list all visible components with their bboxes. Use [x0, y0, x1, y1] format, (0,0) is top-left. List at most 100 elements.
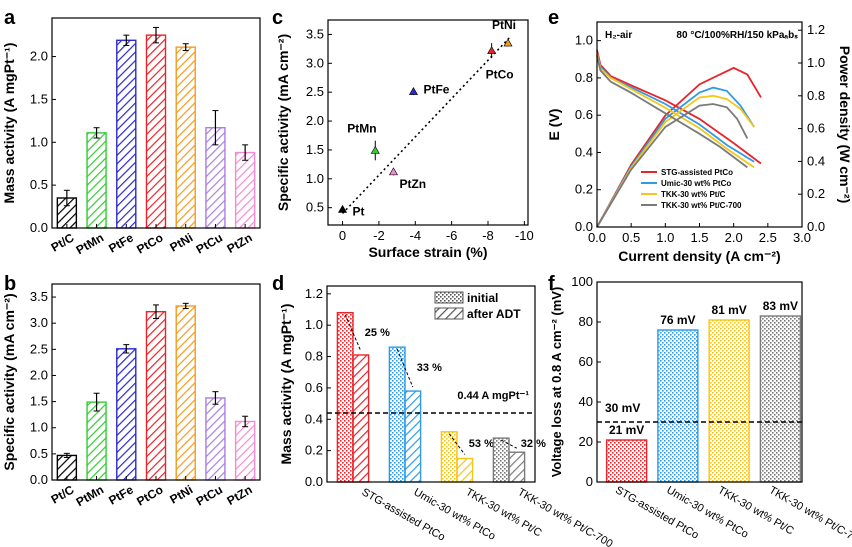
panel-f-value-label: 81 mV [711, 303, 746, 317]
panel-d-legend-swatch-initial [434, 291, 464, 304]
panel-d-frame [326, 285, 536, 483]
panel-c-y-tick-label: 0.5 [306, 200, 324, 215]
panel-c-x-tick-label: -4 [409, 228, 421, 243]
panel-f-frame [596, 281, 803, 483]
panel-a-bar [86, 132, 107, 229]
panel-d-bar-after-adt [352, 354, 370, 483]
panel-b-bar [86, 401, 107, 481]
panel-c-point-label: PtFe [423, 83, 449, 97]
panel-c-y-tick-label: 1.5 [306, 142, 324, 157]
panel-d-loss-arrow [448, 433, 466, 455]
panel-b-bar [175, 305, 196, 481]
panel-e-x-tick-label: 2.5 [759, 230, 777, 245]
panel-e-x-tick-label: 0.0 [588, 230, 606, 245]
panel-b-y-tick-label: 2.0 [30, 367, 48, 382]
panel-b-bar [205, 397, 226, 481]
panel-a-x-tick-label: PtCu [194, 230, 225, 256]
panel-d-bar-initial [492, 437, 510, 483]
panel-e-polarization-curve [596, 53, 755, 163]
panel-d-loss-label: 33 % [417, 362, 442, 374]
panel-a-y-tick-label: 0.0 [30, 220, 48, 235]
panel-f-y-tick-label: 100 [571, 274, 593, 289]
panel-b-y-tick-label: 0.0 [30, 472, 48, 487]
panel-e-power-curve [596, 103, 749, 228]
panel-e-y-tick-label: 0.6 [575, 107, 593, 122]
panel-d-target-label: 0.44 A mgPt⁻¹ [457, 390, 529, 402]
panel-a-y-tick-label: 1.0 [30, 134, 48, 149]
panel-e-legend-label: STG-assisted PtCo [661, 168, 733, 177]
panel-e-legend-label: Umic-30 wt% PtCo [661, 179, 731, 188]
panel-b-x-tick-label: PtFe [106, 482, 136, 507]
panel-c-axis-label: Specific activity (mA cm⁻²) [275, 34, 291, 211]
panel-a-bar [116, 39, 137, 229]
panel-e-y2-tick-label: 0.0 [807, 219, 825, 234]
panel-c-point [487, 46, 497, 54]
panel-c-point-label: PtMn [347, 122, 376, 136]
panel-e-power-curve [596, 86, 755, 228]
panel-c-y-tick-label: 1.0 [306, 171, 324, 186]
panel-e-chart: 0.0 0.2 0.4 0.6 0.8 1.0 0.0 0.2 0.4 0.6 0.8 1.0 1.2 0… [546, 21, 852, 264]
panel-f-axis-label: Voltage loss at 0.8 A cm⁻² (mV) [549, 287, 564, 478]
panel-d-y-tick-label: 0.6 [305, 380, 323, 395]
panel-a-y-tick-label: 1.5 [30, 91, 48, 106]
panel-f-bar [759, 315, 802, 483]
panel-d-loss-arrow [344, 314, 362, 352]
panel-d-legend-after: after ADT [467, 307, 521, 321]
panel-e-power-curve [596, 94, 755, 228]
panel-label-f: f [548, 273, 555, 295]
panel-a-y-tick-label: 2.0 [30, 49, 48, 64]
panel-f-bar [605, 439, 648, 483]
panel-c-point [408, 87, 418, 95]
panel-a-bar [145, 34, 167, 229]
panel-e-y2-tick-label: 0.6 [807, 121, 825, 136]
panel-e-y2-axis-label: Power density (W cm⁻²) [837, 46, 852, 204]
panel-f-y-tick-label: 60 [579, 354, 593, 369]
panel-e-y-tick-label: 0.0 [575, 219, 593, 234]
panel-c-y-tick-label: 2.5 [306, 84, 324, 99]
panel-f-bar [657, 329, 699, 483]
panel-f-y-tick-label: 40 [579, 394, 593, 409]
panel-a-x-tick-label: PtNi [167, 230, 195, 254]
panel-d-y-tick-label: 0.0 [305, 474, 323, 489]
panel-c-point-label: PtZn [399, 177, 426, 191]
panel-d-y-tick-label: 1.2 [305, 286, 323, 301]
panel-c-point-label: Pt [353, 204, 365, 218]
panel-b-bar [234, 420, 256, 481]
panel-e-y2-tick-label: 0.2 [807, 186, 825, 201]
panel-a-bar [175, 46, 196, 229]
panel-b-y-tick-label: 3.5 [30, 289, 48, 304]
panel-f-x-tick-label: TKK-30 wt% Pt/C-700 [767, 484, 852, 547]
panel-d-chart: 0.00.20.40.60.81.01.225 %STG-assisted Pt… [278, 285, 615, 547]
panel-d-bar-initial [440, 431, 458, 483]
panel-b-x-tick-label: PtMn [74, 482, 106, 509]
panel-d-y-tick-label: 0.4 [305, 411, 323, 426]
panel-e-x-tick-label: 3.0 [793, 230, 811, 245]
panel-a-axis-label: Mass activity (A mgPt⁻¹) [1, 43, 17, 204]
panel-e-legend-label: TKK-30 wt% Pt/C-700 [661, 201, 742, 210]
panel-e-x-tick-label: 2.0 [725, 230, 743, 245]
panel-e-legend-label: TKK-30 wt% Pt/C [661, 190, 726, 199]
panel-a-x-tick-label: PtMn [74, 230, 106, 257]
panel-b-bar [116, 348, 137, 481]
panel-b-x-tick-label: PtNi [167, 482, 195, 506]
panel-e-polarization-curve [596, 49, 762, 165]
panel-d-loss-arrow [396, 348, 414, 388]
panel-c-point [338, 204, 348, 213]
panel-e-x-axis-label: Current density (A cm⁻²) [618, 248, 780, 264]
panel-a-frame [51, 17, 261, 229]
panel-d-loss-label: 25 % [365, 327, 390, 339]
panel-f-bar [708, 319, 750, 483]
panel-d-legend-swatch-after [434, 307, 464, 320]
panel-a-x-tick-label: PtZn [225, 230, 255, 255]
panel-f-y-tick-label: 0 [586, 474, 593, 489]
panel-a-x-tick-label: PtCo [134, 230, 165, 256]
panel-a-x-tick-label: Pt/C [49, 230, 77, 254]
panel-label-b: b [4, 273, 16, 295]
panel-c-point-label: PtNi [492, 18, 516, 32]
panel-e-polarization-curve [596, 55, 748, 169]
panel-d-bar-after-adt [404, 390, 422, 483]
panel-c-point [388, 167, 398, 176]
